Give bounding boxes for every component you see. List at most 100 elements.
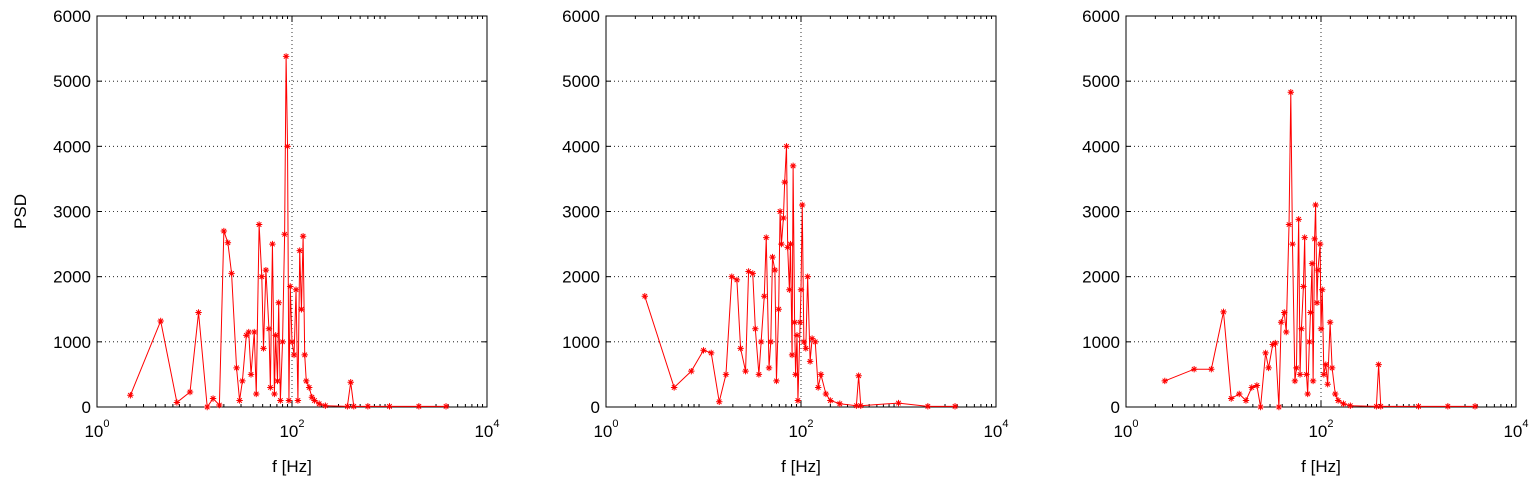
data-marker [1301, 234, 1308, 241]
data-marker [1309, 377, 1317, 385]
data-marker [220, 227, 228, 235]
data-marker [1316, 240, 1324, 248]
data-marker [806, 358, 814, 365]
data-marker [288, 338, 296, 346]
data-marker [781, 178, 788, 186]
data-marker [442, 403, 450, 410]
data-marker [778, 240, 785, 248]
y-tick-label: 4000 [53, 137, 91, 156]
data-marker [808, 335, 816, 342]
data-marker [1277, 319, 1285, 326]
x-tick-label: 102 [279, 418, 304, 441]
data-marker [773, 377, 780, 385]
data-marker [239, 377, 246, 385]
data-marker [1307, 309, 1314, 316]
data-marker [783, 143, 790, 150]
data-marker [308, 394, 316, 401]
data-marker [1324, 380, 1331, 388]
x-tick-label: 104 [1503, 418, 1528, 441]
data-marker [641, 293, 648, 300]
data-marker [1320, 371, 1328, 378]
data-marker [1326, 319, 1334, 326]
data-marker [216, 401, 223, 409]
data-marker [1313, 299, 1321, 306]
y-tick-label: 3000 [562, 203, 600, 222]
y-tick-label: 5000 [562, 72, 600, 91]
data-marker [1236, 390, 1243, 398]
data-marker [247, 371, 255, 378]
data-marker [1262, 349, 1269, 357]
data-marker [1242, 397, 1250, 404]
x-tick-label: 104 [474, 418, 499, 441]
axes-frame [1125, 15, 1517, 408]
data-marker [757, 338, 765, 346]
data-marker [827, 397, 834, 404]
data-marker [296, 247, 303, 254]
data-marker [350, 403, 357, 410]
y-tick-label: 6000 [562, 7, 600, 26]
data-marker [315, 400, 323, 407]
data-marker [1375, 361, 1382, 368]
data-marker [195, 309, 202, 316]
data-marker [258, 273, 265, 280]
data-marker [1415, 403, 1422, 410]
data-marker [1220, 308, 1227, 316]
data-marker [700, 347, 707, 354]
data-marker [1471, 403, 1479, 410]
y-axis-label: PSD [11, 194, 30, 229]
data-marker [1332, 390, 1339, 398]
data-marker [1298, 325, 1305, 332]
subplot: 0 1000 2000 3000 4000 5000 6000 100 102 104 f [Hz] [562, 7, 1008, 476]
data-marker [1296, 371, 1304, 378]
data-marker [415, 403, 423, 410]
data-marker [277, 397, 284, 404]
data-marker [294, 397, 302, 404]
data-marker [303, 377, 310, 385]
data-marker [1269, 341, 1276, 348]
data-marker [272, 332, 279, 339]
y-tick-label: 1000 [1082, 333, 1120, 352]
y-tick-label: 1000 [53, 333, 91, 352]
data-marker [857, 402, 864, 409]
data-marker [209, 395, 217, 402]
y-tick-label: 5000 [1082, 72, 1120, 91]
x-axis-label: f [Hz] [1301, 457, 1341, 476]
data-marker [1444, 403, 1452, 410]
data-marker [797, 286, 805, 293]
data-marker [855, 372, 862, 379]
data-marker [344, 403, 351, 410]
data-marker [298, 306, 305, 313]
data-marker [670, 384, 678, 391]
data-marker [822, 390, 830, 398]
x-tick-label: 100 [84, 418, 109, 441]
data-marker [228, 270, 235, 277]
data-marker [771, 266, 779, 274]
data-marker [769, 253, 776, 261]
data-marker [793, 332, 801, 339]
data-marker [951, 403, 959, 410]
data-marker [1228, 395, 1235, 402]
data-marker [767, 338, 774, 346]
data-marker [274, 377, 281, 385]
data-marker [1314, 266, 1322, 274]
data-marker [386, 403, 393, 410]
data-marker [1272, 339, 1279, 347]
data-marker [1190, 366, 1198, 373]
data-marker [1293, 364, 1300, 372]
data-marker [800, 338, 808, 346]
data-marker [275, 299, 282, 306]
data-marker [1306, 338, 1313, 346]
data-marker [281, 231, 288, 238]
data-marker [204, 403, 211, 411]
data-marker [1317, 325, 1325, 332]
data-marker [787, 240, 794, 248]
data-marker [1328, 364, 1336, 372]
data-marker [1347, 402, 1354, 409]
data-marker [802, 345, 809, 352]
data-marker [173, 399, 181, 406]
data-marker [364, 403, 372, 410]
data-marker [796, 319, 804, 326]
y-tick-label: 0 [1111, 398, 1120, 417]
axes-frame [96, 15, 488, 408]
